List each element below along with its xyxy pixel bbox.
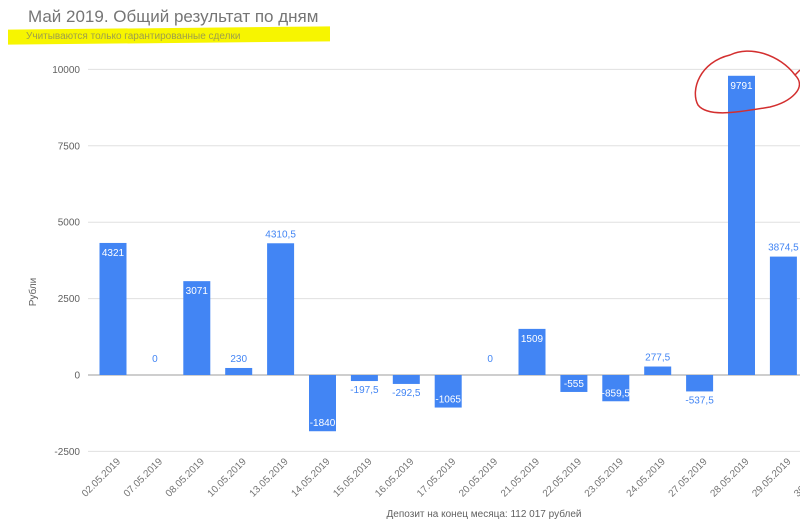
data-label: 4310,5 bbox=[265, 229, 296, 240]
bar bbox=[225, 367, 253, 375]
x-axis-label: Депозит на конец месяца: 112 017 рублей bbox=[387, 508, 582, 520]
x-tick-label: 30.05.2019 bbox=[792, 456, 800, 499]
data-label: -859,5 bbox=[602, 388, 631, 399]
x-tick-label: 29.05.2019 bbox=[750, 456, 793, 499]
x-tick-label: 20.05.2019 bbox=[457, 456, 500, 499]
x-tick-label: 24.05.2019 bbox=[625, 456, 668, 499]
x-tick-label: 27.05.2019 bbox=[667, 456, 710, 499]
bar bbox=[602, 375, 630, 402]
data-label: -1840 bbox=[310, 418, 336, 429]
x-tick-label: 21.05.2019 bbox=[499, 456, 542, 499]
x-tick-label: 07.05.2019 bbox=[122, 456, 165, 499]
bar bbox=[183, 281, 211, 375]
y-tick-label: 2500 bbox=[58, 294, 81, 305]
data-label: -292,5 bbox=[392, 388, 421, 399]
data-label: 277,5 bbox=[645, 353, 670, 364]
y-tick-label: 5000 bbox=[58, 218, 81, 229]
data-label: 3071 bbox=[186, 286, 209, 297]
red-circle-annotation bbox=[694, 50, 800, 114]
x-tick-label: 13.05.2019 bbox=[248, 456, 291, 499]
chart-title: Май 2019. Общий результат по дням bbox=[28, 7, 319, 26]
bar bbox=[267, 243, 295, 375]
bar bbox=[644, 366, 672, 375]
x-tick-label: 08.05.2019 bbox=[164, 456, 207, 499]
bar bbox=[518, 328, 546, 375]
bar bbox=[560, 375, 588, 392]
y-axis-label: Рубли bbox=[27, 278, 39, 306]
x-tick-label: 14.05.2019 bbox=[289, 456, 332, 499]
y-tick-label: 0 bbox=[74, 371, 80, 382]
data-label: -555 bbox=[564, 379, 584, 390]
chart-subtitle: Учитываются только гарантированные сделк… bbox=[26, 31, 241, 42]
x-tick-label: 10.05.2019 bbox=[206, 456, 249, 499]
data-label: 3874,5 bbox=[768, 243, 799, 254]
data-label: 0 bbox=[152, 354, 158, 365]
data-label: 1509 bbox=[521, 334, 544, 345]
bar bbox=[392, 375, 420, 384]
bar bbox=[686, 375, 714, 392]
x-tick-label: 16.05.2019 bbox=[373, 456, 416, 499]
y-tick-label: -2500 bbox=[54, 447, 80, 458]
data-label: -537,5 bbox=[685, 395, 714, 406]
data-label: -197,5 bbox=[350, 385, 379, 396]
data-label: 0 bbox=[487, 354, 493, 365]
data-label: 9791 bbox=[730, 81, 753, 92]
x-tick-label: 02.05.2019 bbox=[80, 456, 123, 499]
bar bbox=[350, 375, 378, 382]
x-tick-label: 15.05.2019 bbox=[331, 456, 374, 499]
bar bbox=[434, 375, 462, 408]
data-label: 4321 bbox=[102, 248, 125, 259]
y-tick-label: 10000 bbox=[52, 65, 80, 76]
data-label: 230 bbox=[230, 354, 247, 365]
x-tick-label: 23.05.2019 bbox=[583, 456, 626, 499]
x-tick-label: 28.05.2019 bbox=[708, 456, 751, 499]
y-tick-label: 7500 bbox=[58, 141, 81, 152]
bar bbox=[769, 256, 797, 375]
bar bbox=[309, 375, 336, 432]
data-label: -1065 bbox=[435, 395, 461, 406]
x-tick-label: 22.05.2019 bbox=[541, 456, 584, 499]
bar bbox=[728, 75, 755, 375]
bar bbox=[99, 242, 127, 375]
x-tick-label: 17.05.2019 bbox=[415, 456, 458, 499]
